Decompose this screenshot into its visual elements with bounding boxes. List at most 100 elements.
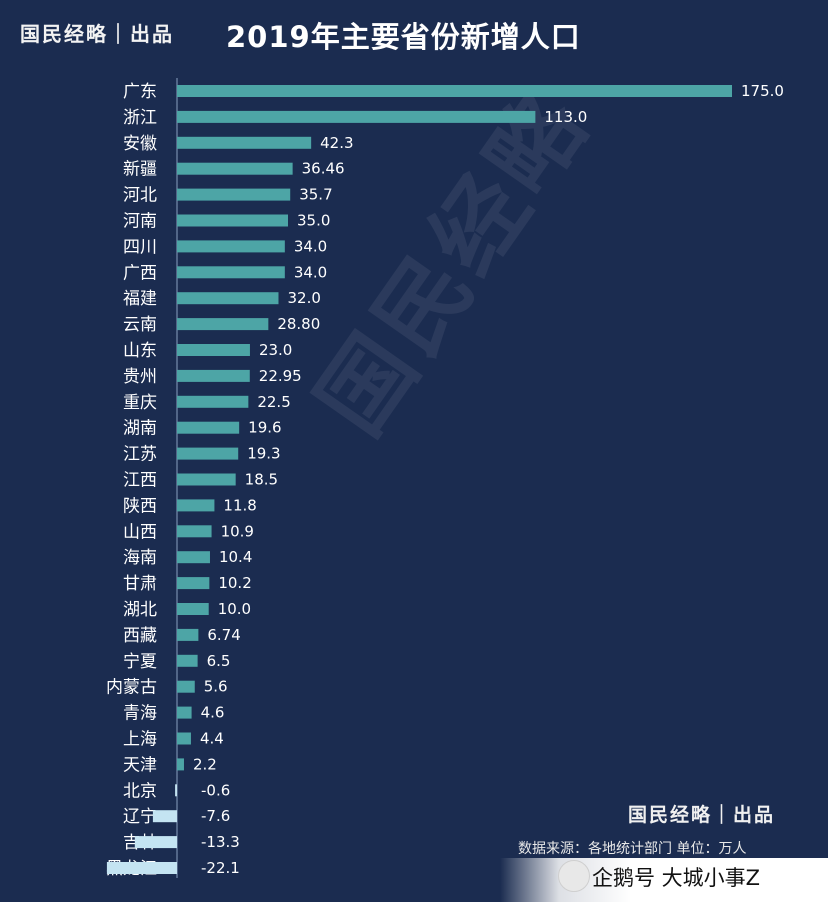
category-label: 上海 [123, 730, 157, 750]
category-label: 内蒙古 [106, 678, 157, 698]
data-label: 22.95 [259, 367, 302, 385]
category-label: 海南 [123, 548, 157, 568]
data-label: 19.6 [248, 419, 281, 437]
bar [177, 499, 215, 512]
data-label: -0.6 [201, 781, 230, 799]
category-label: 广东 [123, 82, 157, 102]
category-label: 宁夏 [123, 652, 157, 672]
brand-footer-text: 国民经略｜出品 [628, 804, 776, 826]
data-label: 4.4 [200, 730, 224, 748]
category-label: 江西 [123, 471, 157, 491]
data-label: 22.5 [257, 393, 290, 411]
bar [177, 110, 536, 123]
category-label: 重庆 [123, 393, 157, 413]
bar [175, 784, 177, 797]
category-label: 山东 [123, 341, 157, 361]
bar [177, 447, 239, 460]
data-label: 34.0 [294, 237, 327, 255]
category-label: 河南 [123, 212, 157, 232]
data-label: 42.3 [320, 134, 353, 152]
bar [177, 318, 269, 331]
category-label: 北京 [123, 781, 157, 801]
bar [134, 836, 177, 849]
bar [177, 654, 198, 667]
bar [177, 525, 212, 538]
data-label: 2.2 [193, 755, 217, 773]
data-label: 113.0 [544, 108, 587, 126]
bar [177, 421, 240, 434]
data-label: 10.2 [218, 574, 251, 592]
category-label: 云南 [123, 315, 157, 335]
data-label: 23.0 [259, 341, 292, 359]
bar [177, 240, 285, 253]
bar [177, 680, 195, 693]
category-label: 天津 [123, 755, 157, 775]
data-label: -13.3 [201, 833, 240, 851]
category-label: 广西 [123, 263, 157, 283]
bar [177, 577, 210, 590]
data-label: 28.80 [277, 315, 320, 333]
bar [106, 862, 177, 874]
data-label: 10.4 [219, 548, 252, 566]
bar [177, 732, 191, 745]
bar [177, 162, 293, 175]
platform-label: 企鹅号 大城小事Z [592, 866, 761, 890]
category-label: 陕西 [123, 496, 157, 516]
brand-logo-text: 国民经略｜出品 [20, 22, 174, 46]
penguin-icon [558, 860, 590, 892]
bar [177, 344, 250, 356]
data-label: 32.0 [287, 289, 320, 307]
header: 国民经略｜出品 2019年主要省份新增人口 [0, 0, 828, 70]
bar [177, 551, 210, 564]
category-label: 安徽 [123, 134, 157, 154]
bar [177, 266, 285, 279]
category-label: 山西 [123, 522, 157, 542]
bar [177, 85, 732, 97]
data-label: 4.6 [201, 704, 225, 722]
data-label: 6.5 [207, 652, 231, 670]
source-note: 数据来源：各地统计部门 单位：万人 [518, 841, 747, 857]
category-label: 浙江 [123, 108, 157, 128]
category-label: 江苏 [123, 445, 157, 465]
bar [177, 395, 249, 408]
category-label: 西藏 [123, 626, 157, 646]
category-label: 河北 [123, 186, 157, 206]
bar [177, 214, 288, 227]
data-label: 175.0 [741, 82, 784, 100]
bar [152, 810, 177, 823]
data-label: 35.7 [299, 186, 332, 204]
bar [177, 603, 209, 615]
bar [177, 628, 199, 641]
data-label: 19.3 [247, 445, 280, 463]
data-label: 18.5 [245, 471, 278, 489]
category-label: 福建 [123, 289, 157, 309]
data-label: 10.0 [218, 600, 251, 618]
bar [177, 706, 192, 719]
data-label: -22.1 [201, 859, 240, 877]
data-label: 6.74 [207, 626, 240, 644]
category-label: 辽宁 [123, 807, 157, 827]
bar [177, 292, 279, 305]
bar [177, 188, 291, 201]
category-label: 湖南 [123, 419, 157, 439]
chart-title: 2019年主要省份新增人口 [226, 20, 581, 54]
data-label: -7.6 [201, 807, 230, 825]
category-label: 贵州 [123, 367, 157, 387]
bar [177, 473, 236, 486]
platform-banner [500, 858, 828, 902]
bar [177, 369, 250, 382]
category-label: 四川 [123, 237, 157, 257]
category-label: 湖北 [123, 600, 157, 620]
category-label: 甘肃 [123, 574, 157, 594]
bar [177, 136, 312, 149]
data-label: 36.46 [302, 160, 345, 178]
data-label: 35.0 [297, 212, 330, 230]
data-label: 10.9 [221, 522, 254, 540]
data-label: 34.0 [294, 263, 327, 281]
bar [177, 758, 184, 771]
bar-chart: 广东 175.0 浙江 113.0 安徽 42.3 新疆 36.46 河北 35.7 河南 35.0 四… [106, 78, 784, 879]
category-label: 青海 [123, 704, 157, 724]
data-label: 11.8 [223, 496, 256, 514]
data-label: 5.6 [204, 678, 228, 696]
category-label: 新疆 [123, 160, 157, 180]
